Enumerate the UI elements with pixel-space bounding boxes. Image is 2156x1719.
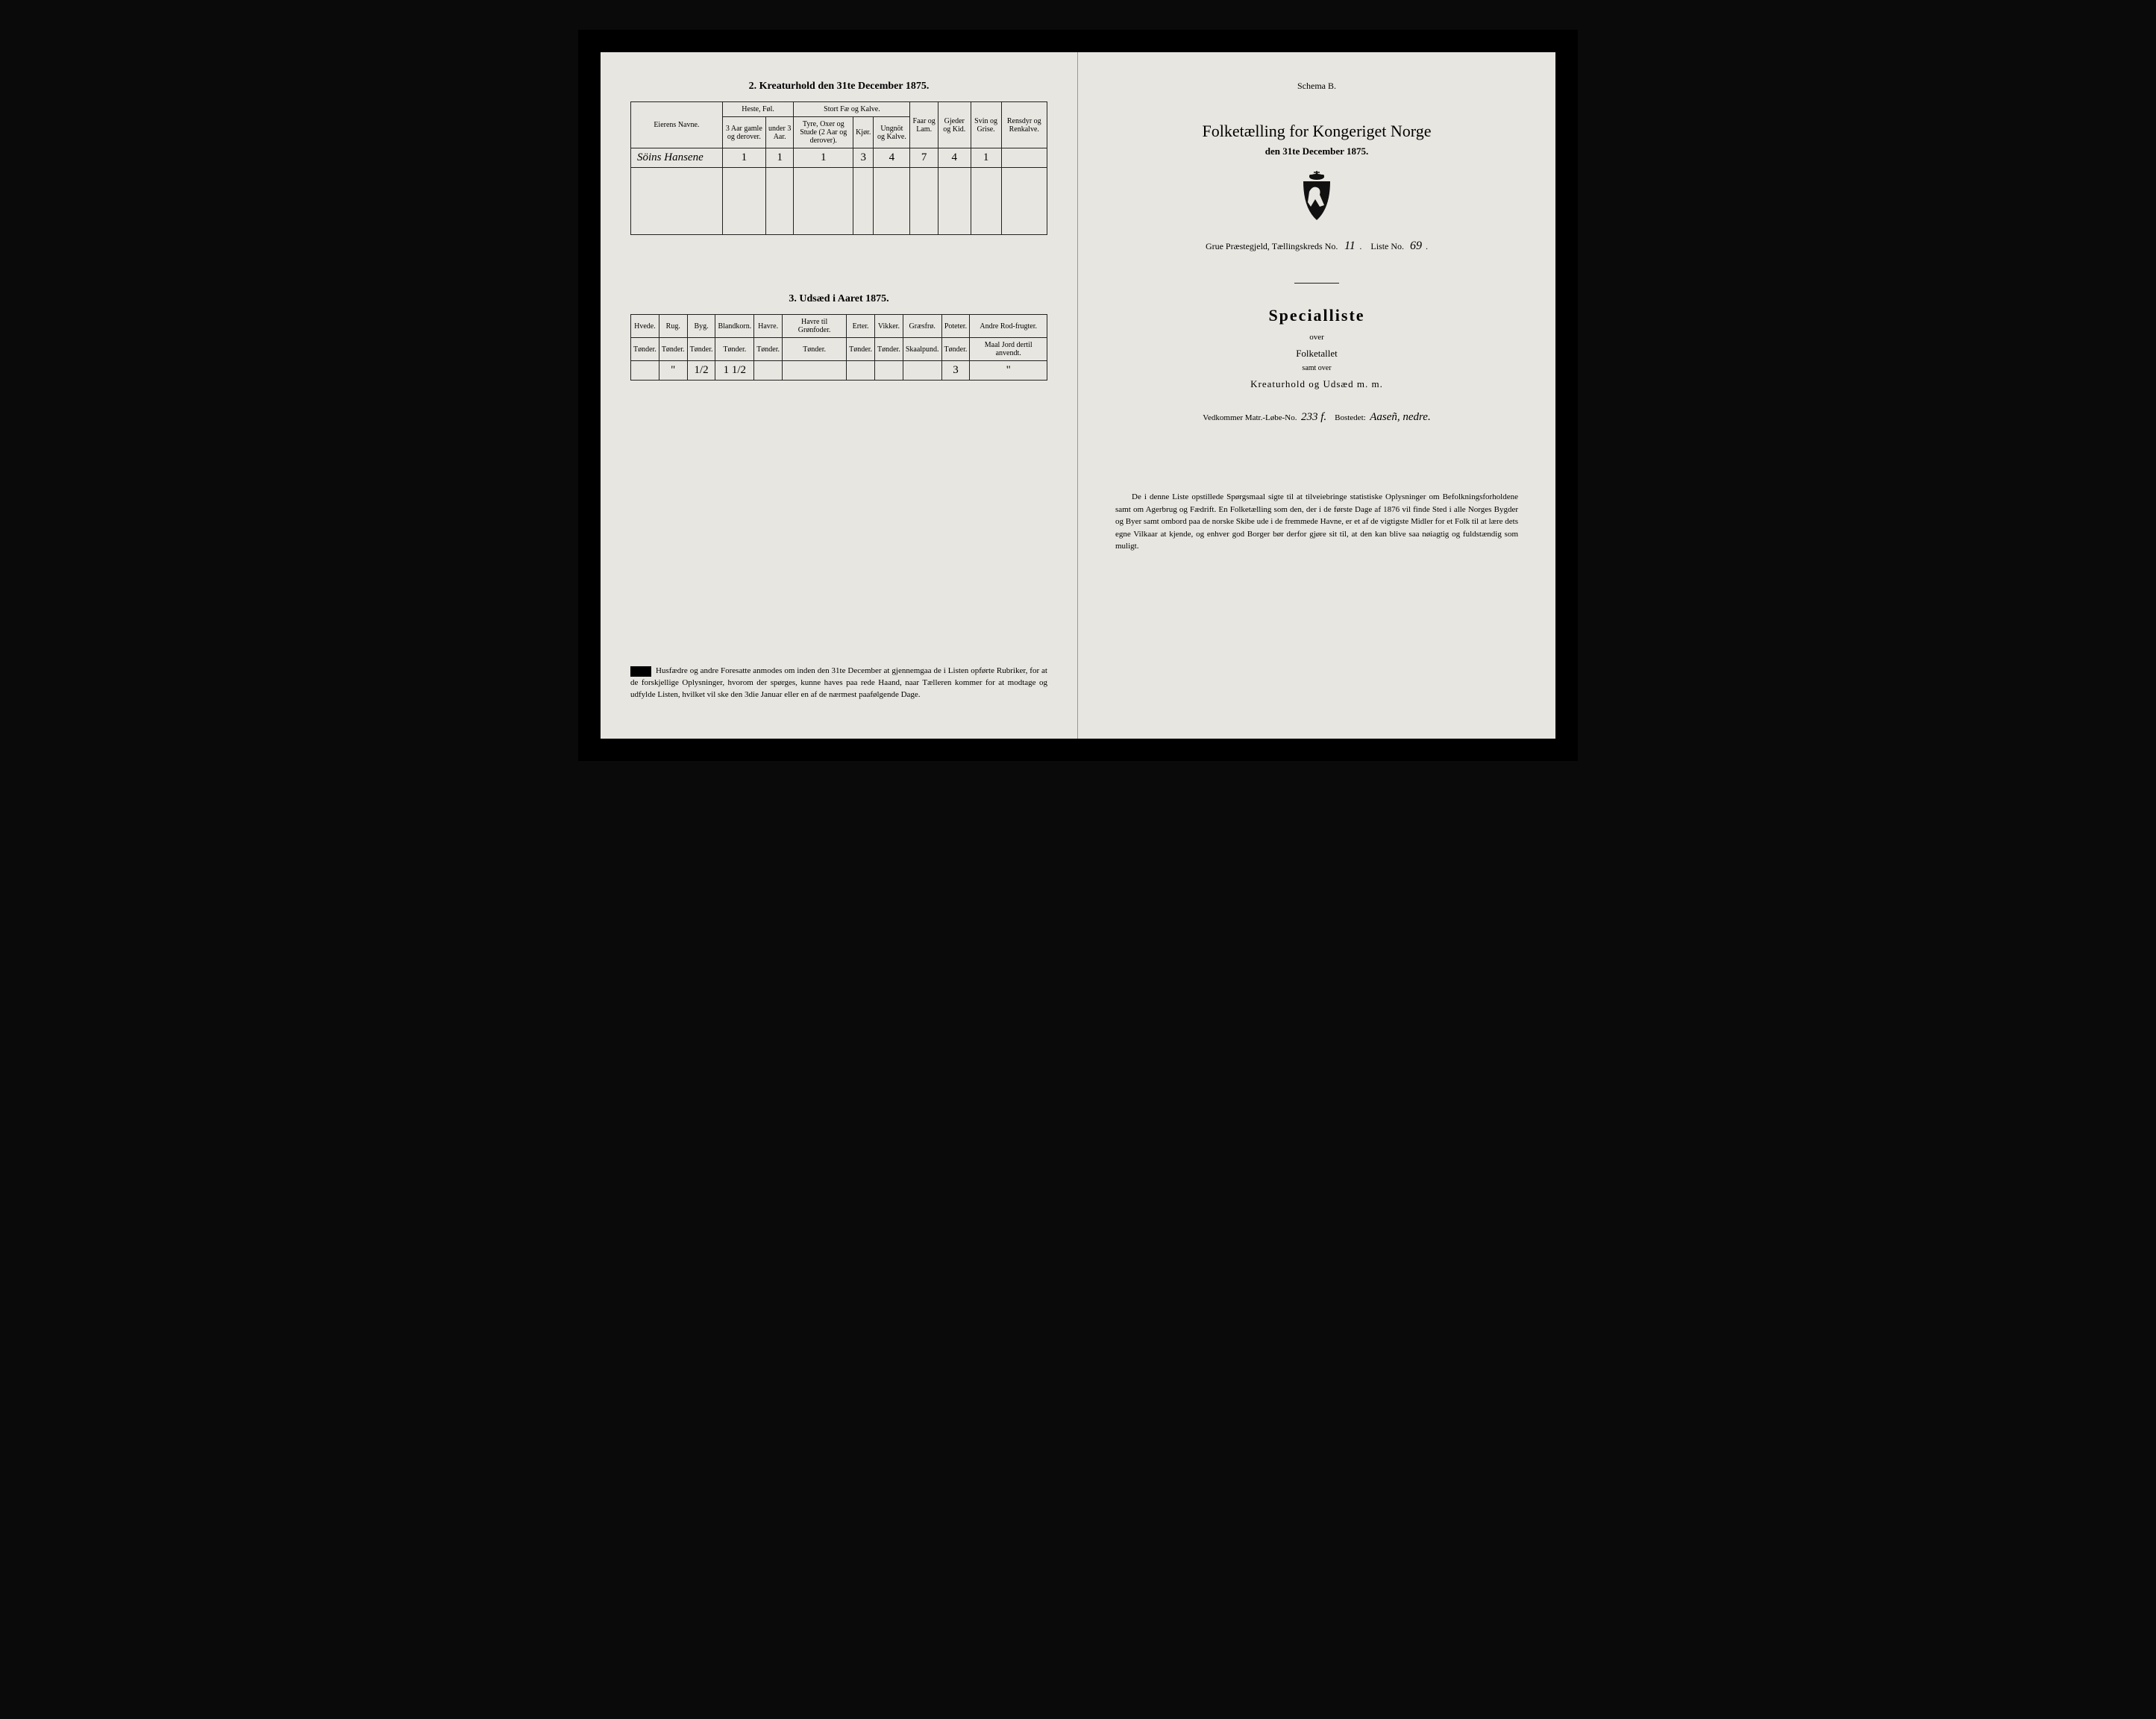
pointing-hand-icon bbox=[630, 666, 651, 677]
cell-h3aar: 1 bbox=[722, 148, 765, 168]
th-vikker: Vikker. bbox=[875, 315, 903, 338]
cell-andre: " bbox=[970, 361, 1047, 381]
th-unit-skaal: Skaalpund. bbox=[903, 338, 941, 361]
th-unit: Tønder. bbox=[875, 338, 903, 361]
parish-pre: Grue Præstegjeld, Tællingskreds No. bbox=[1206, 241, 1338, 251]
main-title: Folketælling for Kongeriget Norge bbox=[1108, 122, 1526, 141]
th-unit: Tønder. bbox=[754, 338, 783, 361]
th-owner: Eierens Navne. bbox=[631, 102, 723, 148]
th-blandkorn: Blandkorn. bbox=[715, 315, 754, 338]
schema-label: Schema B. bbox=[1108, 81, 1526, 92]
th-ungnot: Ungnöt og Kalve. bbox=[874, 117, 910, 148]
cell-faar: 7 bbox=[910, 148, 938, 168]
cell-owner: Söins Hansene bbox=[631, 148, 723, 168]
left-footnote: Husfædre og andre Foresatte anmodes om i… bbox=[630, 666, 1047, 701]
divider bbox=[1294, 283, 1339, 284]
specialliste-title: Specialliste bbox=[1108, 306, 1526, 325]
cell-rensdyr bbox=[1001, 148, 1047, 168]
cell-erter bbox=[847, 361, 875, 381]
cell-svin: 1 bbox=[971, 148, 1001, 168]
left-page: 2. Kreaturhold den 31te December 1875. E… bbox=[601, 52, 1078, 739]
cell-hvede bbox=[631, 361, 659, 381]
right-page: Schema B. Folketælling for Kongeriget No… bbox=[1078, 52, 1555, 739]
th-hvede: Hvede. bbox=[631, 315, 659, 338]
left-footnote-text: Husfædre og andre Foresatte anmodes om i… bbox=[630, 666, 1047, 699]
th-unit: Tønder. bbox=[687, 338, 715, 361]
th-unit: Tønder. bbox=[941, 338, 970, 361]
th-3aar: 3 Aar gamle og derover. bbox=[722, 117, 765, 148]
matr-line: Vedkommer Matr.-Løbe-No. 233 f. Bostedet… bbox=[1108, 411, 1526, 424]
th-graesfro: Græsfrø. bbox=[903, 315, 941, 338]
th-andre: Andre Rod-frugter. bbox=[970, 315, 1047, 338]
cell-poteter: 3 bbox=[941, 361, 970, 381]
th-havre: Havre. bbox=[754, 315, 783, 338]
cell-ungnot: 4 bbox=[874, 148, 910, 168]
th-rug: Rug. bbox=[659, 315, 687, 338]
cell-under3: 1 bbox=[765, 148, 794, 168]
kreds-no: 11 bbox=[1340, 239, 1359, 253]
kreaturhold-label: Kreaturhold og Udsæd m. m. bbox=[1108, 378, 1526, 390]
th-svin: Svin og Grise. bbox=[971, 102, 1001, 148]
th-tyre: Tyre, Oxer og Stude (2 Aar og derover). bbox=[794, 117, 853, 148]
kreaturhold-table: Eierens Navne. Heste, Føl. Stort Fæ og K… bbox=[630, 101, 1047, 235]
cell-byg: 1/2 bbox=[687, 361, 715, 381]
sec2-title: 2. Kreaturhold den 31te December 1875. bbox=[630, 81, 1047, 93]
table-row: Söins Hansene 1 1 1 3 4 7 4 1 bbox=[631, 148, 1047, 168]
cell-blandkorn: 1 1/2 bbox=[715, 361, 754, 381]
over-label-2: samt over bbox=[1108, 364, 1526, 372]
th-faar: Faar og Lam. bbox=[910, 102, 938, 148]
th-rensdyr: Rensdyr og Renkalve. bbox=[1001, 102, 1047, 148]
th-gjeder: Gjeder og Kid. bbox=[938, 102, 971, 148]
th-havregron: Havre til Grønfoder. bbox=[783, 315, 847, 338]
th-kjor: Kjør. bbox=[853, 117, 874, 148]
matr-mid: Bostedet: bbox=[1335, 413, 1366, 422]
cell-graesfro bbox=[903, 361, 941, 381]
th-stort-group: Stort Fæ og Kalve. bbox=[794, 102, 910, 117]
th-unit: Tønder. bbox=[847, 338, 875, 361]
bosted: Aaseñ, nedre. bbox=[1370, 411, 1431, 423]
cell-havre bbox=[754, 361, 783, 381]
th-erter: Erter. bbox=[847, 315, 875, 338]
th-unit: Tønder. bbox=[659, 338, 687, 361]
th-byg: Byg. bbox=[687, 315, 715, 338]
th-unit: Tønder. bbox=[715, 338, 754, 361]
cell-kjor: 3 bbox=[853, 148, 874, 168]
th-unit: Tønder. bbox=[783, 338, 847, 361]
cell-vikker bbox=[875, 361, 903, 381]
parish-mid: Liste No. bbox=[1370, 241, 1404, 251]
matr-pre: Vedkommer Matr.-Løbe-No. bbox=[1203, 413, 1297, 422]
th-unit: Tønder. bbox=[631, 338, 659, 361]
sec3-title: 3. Udsæd i Aaret 1875. bbox=[630, 293, 1047, 305]
th-unit-maal: Maal Jord dertil anvendt. bbox=[970, 338, 1047, 361]
right-footnote: De i denne Liste opstillede Spørgsmaal s… bbox=[1108, 491, 1526, 553]
table-row: " 1/2 1 1/2 3 " bbox=[631, 361, 1047, 381]
cell-havregron bbox=[783, 361, 847, 381]
liste-no: 69 bbox=[1406, 239, 1426, 253]
table-row-empty bbox=[631, 168, 1047, 235]
parish-line: Grue Præstegjeld, Tællingskreds No. 11. … bbox=[1108, 239, 1526, 253]
folketallet-label: Folketallet bbox=[1108, 348, 1526, 360]
th-poteter: Poteter. bbox=[941, 315, 970, 338]
cell-gjeder: 4 bbox=[938, 148, 971, 168]
th-heste-group: Heste, Føl. bbox=[722, 102, 794, 117]
over-label-1: over bbox=[1108, 333, 1526, 342]
matr-no: 233 f. bbox=[1301, 411, 1326, 423]
document-frame: 2. Kreaturhold den 31te December 1875. E… bbox=[578, 30, 1578, 761]
cell-rug: " bbox=[659, 361, 687, 381]
udsaed-table: Hvede. Rug. Byg. Blandkorn. Havre. Havre… bbox=[630, 314, 1047, 381]
th-under3: under 3 Aar. bbox=[765, 117, 794, 148]
cell-tyre: 1 bbox=[794, 148, 853, 168]
census-date: den 31te December 1875. bbox=[1108, 145, 1526, 157]
coat-of-arms-icon bbox=[1294, 171, 1339, 223]
